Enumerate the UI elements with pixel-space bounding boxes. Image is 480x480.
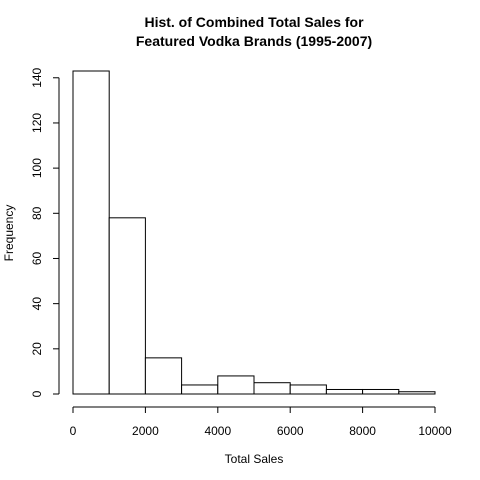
bars-group	[72, 70, 436, 395]
y-tick-label-4: 80	[30, 206, 44, 220]
histogram-bar-5	[253, 382, 291, 395]
histogram-bar-2	[144, 357, 183, 395]
histogram-bar-6	[289, 384, 327, 395]
y-tick-label-3: 60	[30, 251, 44, 265]
y-tick-label-0: 0	[30, 390, 44, 397]
histogram-bar-4	[217, 375, 255, 395]
x-axis-label: Total Sales	[225, 452, 284, 466]
histogram-bar-9	[398, 391, 436, 395]
y-axis: 0 20 40 60 80 100 120 140	[30, 67, 60, 397]
x-axis: 0 2000 4000 6000 8000 10000	[70, 406, 452, 438]
y-tick-label-7: 140	[30, 67, 44, 87]
chart-title-line-2: Featured Vodka Brands (1995-2007)	[136, 33, 372, 49]
histogram-bar-3	[181, 384, 219, 395]
x-tick-label-4: 8000	[349, 424, 376, 438]
x-tick-label-3: 6000	[277, 424, 304, 438]
y-tick-label-6: 120	[30, 113, 44, 133]
histogram-bar-8	[362, 388, 400, 395]
x-tick-label-1: 2000	[132, 424, 159, 438]
histogram-bar-0	[72, 70, 110, 395]
histogram-bar-7	[325, 388, 364, 395]
y-tick-label-5: 100	[30, 158, 44, 178]
y-axis-label: Frequency	[2, 205, 16, 262]
x-tick-label-2: 4000	[204, 424, 231, 438]
x-tick-label-0: 0	[70, 424, 77, 438]
chart-title-line-1: Hist. of Combined Total Sales for	[144, 14, 364, 30]
y-tick-label-2: 40	[30, 297, 44, 311]
histogram-bar-1	[108, 217, 146, 395]
y-tick-label-1: 20	[30, 342, 44, 356]
x-tick-label-5: 10000	[418, 424, 452, 438]
